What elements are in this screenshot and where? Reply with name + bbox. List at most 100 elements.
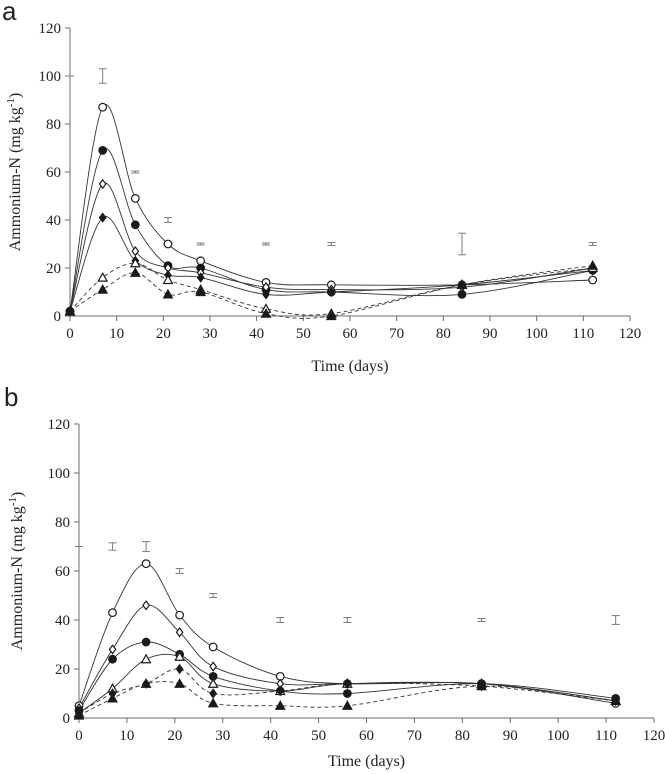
data-point-filled-triangle [610,695,622,705]
y-tick-label: 100 [48,466,71,482]
x-tick-label: 120 [619,326,642,342]
data-point-filled-triangle [174,678,186,688]
y-tick-label: 40 [46,213,61,229]
y-tick-label: 0 [63,711,71,727]
data-point-filled-circle [342,689,352,698]
error-bar [175,568,184,574]
error-bar [262,242,270,246]
error-bar [164,217,172,223]
data-point-filled-triangle [140,678,152,688]
y-tick-label: 100 [39,69,62,85]
x-tick-label: 0 [75,728,83,744]
data-point-filled-triangle [274,700,286,710]
data-point-open-circle [130,193,140,203]
data-point-open-circle [141,559,151,569]
data-point-filled-triangle [587,259,599,270]
x-tick-label: 90 [483,326,498,342]
data-point-filled-triangle [456,279,468,289]
data-point-filled-triangle [476,680,487,691]
x-tick-label: 0 [66,326,74,342]
panel-letter-b: b [4,382,19,412]
data-point-open-circle [175,610,185,620]
x-tick-label: 110 [572,326,594,342]
error-bar [108,542,117,551]
data-point-filled-triangle [325,310,337,321]
x-tick-label: 100 [525,326,548,342]
x-axis-title: Time (days) [328,753,405,770]
error-bar [588,242,597,246]
error-bar [98,68,107,84]
data-point-filled-triangle [207,697,219,708]
x-tick-label: 20 [167,728,182,744]
data-point-filled-diamond [262,289,270,300]
data-point-filled-diamond [343,678,352,689]
data-point-open-diamond [98,178,107,190]
data-point-filled-diamond [209,688,218,699]
x-tick-label: 110 [595,728,617,744]
data-point-open-diamond [175,627,184,638]
x-tick-label: 120 [643,728,665,744]
chart-panel-b: 0 10 20 30 40 50 60 70 80 90 100 110 120 0 20 40 60 80 100… [7,417,665,770]
data-point-filled-diamond [175,663,184,675]
data-point-open-diamond [131,246,140,257]
data-point-filled-triangle [162,288,174,299]
error-bar [131,170,140,174]
x-tick-label: 10 [119,728,134,744]
x-tick-label: 60 [359,728,374,744]
data-point-open-diamond [142,600,150,611]
series-markers-filled-triangle [73,678,622,720]
error-bar [343,617,352,623]
data-point-open-circle [108,608,117,618]
data-point-filled-circle [108,654,117,664]
data-point-filled-triangle [64,305,76,316]
y-tick-label: 80 [46,117,61,133]
data-point-filled-diamond [327,286,336,298]
chart-panel-a: 0 10 20 30 40 50 60 70 80 90 100 110 120 0 20 40 60 80 100… [5,21,641,375]
error-bar [458,232,466,256]
data-point-filled-circle [98,145,108,155]
data-point-filled-triangle [341,700,353,710]
data-point-open-triangle [174,651,186,661]
data-point-filled-triangle [97,283,109,294]
x-tick-label: 50 [296,326,311,342]
series-line-open-diamond [69,182,593,312]
x-axis-title: Time (days) [311,358,388,375]
x-tick-label: 100 [547,728,570,744]
y-tick-label: 20 [55,662,70,678]
data-point-open-triangle [129,257,141,268]
y-axis-title: Ammonium-N (mg kg-1) [5,93,24,252]
x-tick-label: 70 [407,728,422,744]
data-point-filled-triangle [195,286,207,297]
series-markers-open-circle [65,102,598,316]
series-line-filled-triangle [78,681,616,716]
panel-letter-a: a [2,0,17,26]
data-point-filled-circle [141,637,151,647]
data-point-open-diamond [209,661,218,672]
y-tick-label: 80 [55,515,70,531]
x-tick-label: 60 [343,326,358,342]
data-point-open-circle [163,239,173,249]
error-bar [142,541,151,552]
x-tick-label: 40 [249,326,264,342]
data-point-filled-triangle [260,307,272,318]
x-tick-label: 90 [503,728,518,744]
y-tick-label: 120 [39,21,62,37]
y-axis-title: Ammonium-N (mg kg-1) [7,492,26,651]
x-tick-label: 40 [263,728,278,744]
series-line-filled-triangle [69,265,593,319]
data-point-open-triangle [162,274,174,285]
error-bar [327,242,336,246]
data-point-filled-circle [130,220,140,230]
series-markers-filled-triangle [64,259,599,321]
data-point-open-diamond [108,644,117,655]
x-tick-label: 20 [156,326,171,342]
data-point-open-triangle [207,678,219,688]
data-point-open-circle [588,275,598,285]
y-tick-label: 120 [48,417,71,433]
x-tick-label: 80 [455,728,470,744]
data-point-filled-diamond [276,685,285,697]
series-markers-filled-diamond [66,212,597,317]
error-bar [196,242,205,246]
data-point-filled-triangle [73,709,85,720]
data-point-open-triangle [97,271,109,282]
